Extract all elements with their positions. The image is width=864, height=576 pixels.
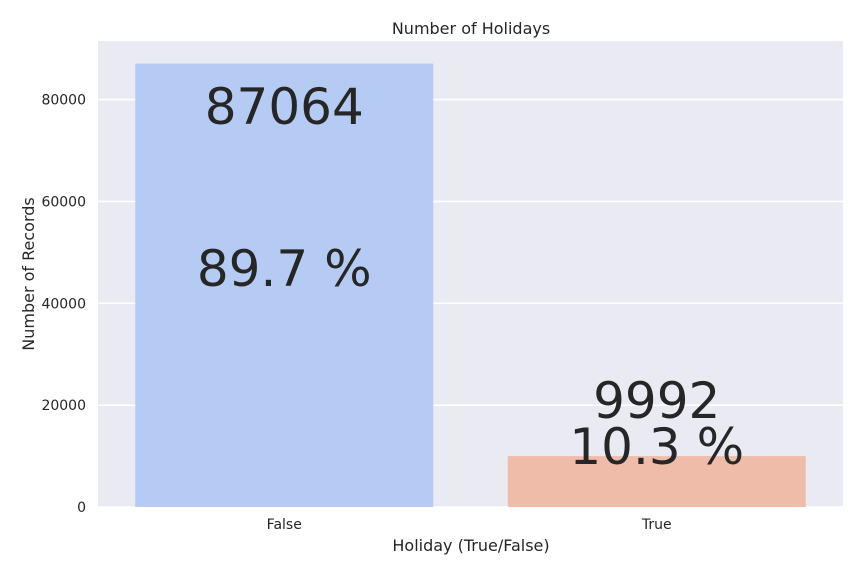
y-axis-ticks: 0 20000 40000 60000 80000 [41,93,86,516]
chart-title: Number of Holidays [392,19,550,38]
bar-true [507,456,806,507]
count-label-false: 87064 [205,78,364,136]
y-tick-label: 40000 [41,296,86,312]
y-tick-label: 0 [77,500,86,516]
bars [135,63,806,507]
bar-false [135,63,434,507]
x-tick-label: True [641,517,672,533]
count-label-true: 9992 [593,372,720,430]
y-axis-label: Number of Records [19,197,38,350]
x-axis-ticks: False True [267,517,672,533]
y-tick-label: 80000 [41,93,86,109]
percent-label-true: 10.3 % [569,418,744,476]
y-tick-label: 20000 [41,398,86,414]
x-tick-label: False [267,517,302,533]
y-tick-label: 60000 [41,194,86,210]
percent-label-false: 89.7 % [197,240,372,298]
x-axis-label: Holiday (True/False) [392,536,549,555]
